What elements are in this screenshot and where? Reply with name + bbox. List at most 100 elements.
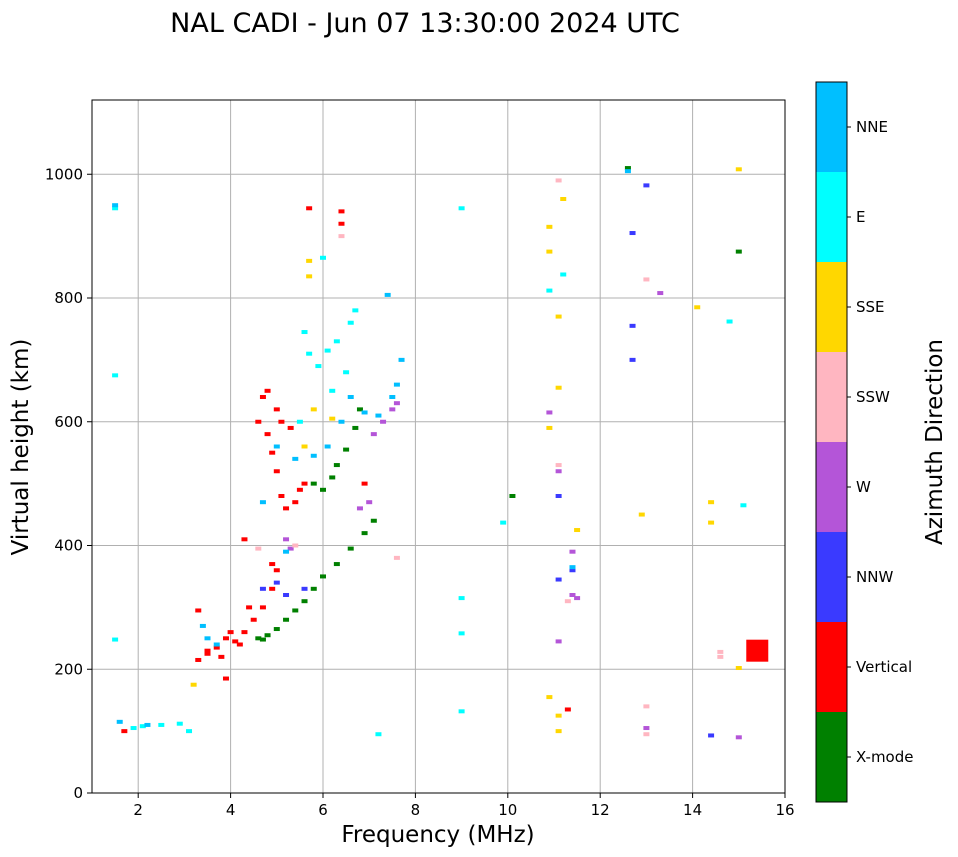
data-point	[708, 520, 715, 525]
colorbar-segment-nnw	[816, 532, 847, 622]
data-point	[643, 277, 650, 282]
data-point	[555, 463, 562, 468]
colorbar-tick-label: NNW	[856, 568, 893, 586]
colorbar-tick-label: E	[856, 208, 865, 226]
data-point	[112, 206, 119, 211]
data-point	[389, 407, 396, 412]
data-point	[569, 565, 576, 570]
data-point	[204, 648, 211, 653]
data-point	[273, 407, 280, 412]
data-point	[116, 719, 123, 724]
data-point	[574, 528, 581, 533]
data-point	[259, 500, 266, 505]
data-point	[555, 729, 562, 734]
data-point	[301, 599, 308, 604]
data-point	[176, 721, 183, 726]
series-vertical	[121, 206, 769, 734]
plot-frame	[91, 99, 786, 794]
data-point	[112, 373, 119, 378]
data-point	[255, 419, 262, 424]
data-point	[638, 512, 645, 517]
data-point	[158, 722, 165, 727]
data-point	[259, 586, 266, 591]
data-point	[301, 444, 308, 449]
data-point	[195, 657, 202, 662]
data-point	[338, 221, 345, 226]
data-point	[273, 568, 280, 573]
data-point	[393, 401, 400, 406]
data-point	[546, 410, 553, 415]
data-point	[283, 506, 290, 511]
data-point	[144, 722, 151, 727]
series-nnw	[259, 183, 715, 738]
data-point	[273, 444, 280, 449]
data-point	[278, 494, 285, 498]
data-point	[292, 500, 299, 505]
x-axis-ticks: 2 4 6 8 10 12 14 16	[133, 793, 795, 819]
data-point	[347, 546, 354, 551]
data-point	[241, 630, 248, 635]
data-point	[546, 425, 553, 430]
data-point	[555, 577, 562, 582]
data-point	[204, 651, 211, 656]
data-point	[259, 395, 266, 399]
x-tick-label: 16	[775, 801, 794, 819]
data-point	[555, 178, 562, 183]
y-axis-label: Virtual height (km)	[8, 339, 34, 556]
data-point	[329, 475, 336, 480]
data-point	[458, 206, 465, 211]
data-point	[306, 351, 313, 356]
colorbar: X-mode Vertical NNW W SSW SSE E NNE	[815, 81, 913, 803]
x-tick-label: 8	[411, 801, 421, 819]
colorbar-label: Azimuth Direction	[922, 339, 948, 545]
data-point	[283, 593, 290, 597]
data-point	[624, 169, 631, 174]
data-point	[370, 432, 377, 437]
data-point	[306, 258, 313, 263]
data-point	[555, 469, 562, 474]
data-point	[338, 234, 345, 239]
data-point	[555, 639, 562, 644]
data-point	[283, 537, 290, 542]
data-point	[546, 288, 553, 293]
data-point	[324, 444, 331, 449]
data-point	[458, 631, 465, 636]
y-tick-label: 200	[54, 660, 83, 678]
y-tick-label: 600	[54, 413, 83, 431]
data-point	[717, 649, 724, 654]
colorbar-segment-nne	[816, 82, 847, 172]
data-point	[546, 249, 553, 254]
data-point	[213, 642, 220, 647]
data-point	[130, 726, 137, 731]
data-point	[343, 447, 350, 452]
data-point	[726, 319, 733, 324]
data-point	[222, 676, 229, 681]
data-point	[241, 537, 248, 542]
data-point	[393, 555, 400, 560]
data-point	[315, 364, 322, 369]
data-point	[232, 639, 239, 644]
series-x-mode	[255, 166, 742, 642]
data-point	[301, 330, 308, 335]
data-point	[574, 596, 581, 601]
y-tick-label: 1000	[45, 165, 83, 183]
data-point	[624, 166, 631, 171]
colorbar-segment-sse	[816, 262, 847, 352]
x-tick-label: 10	[498, 801, 517, 819]
data-point	[343, 370, 350, 375]
x-axis-label: Frequency (MHz)	[341, 822, 534, 848]
data-point	[361, 481, 368, 486]
data-point	[204, 636, 211, 641]
data-point	[121, 729, 128, 734]
data-point	[264, 388, 271, 393]
series-e	[112, 206, 747, 737]
data-point	[195, 608, 202, 613]
data-point	[393, 382, 400, 387]
data-point	[283, 617, 290, 622]
data-point	[375, 732, 382, 737]
data-point	[338, 419, 345, 424]
data-point	[560, 272, 567, 277]
data-point	[347, 395, 354, 399]
data-point	[740, 503, 747, 508]
